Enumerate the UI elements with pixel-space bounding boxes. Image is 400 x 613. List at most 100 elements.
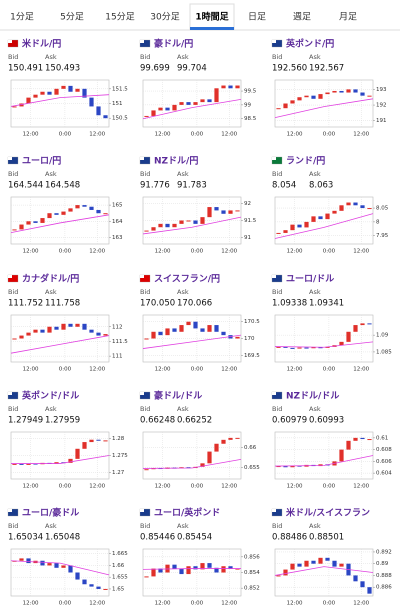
flag-stripe xyxy=(272,157,276,160)
candle xyxy=(318,94,323,99)
candle xyxy=(61,211,66,215)
candle xyxy=(96,209,101,214)
bid-label: Bid xyxy=(8,405,18,413)
x-tick-label: 12:00 xyxy=(23,484,39,490)
x-tick-label: 12:00 xyxy=(287,132,303,138)
x-tick-label: 12:00 xyxy=(287,367,303,373)
tab[interactable]: 5分足 xyxy=(60,12,84,23)
candle xyxy=(179,325,184,332)
candle xyxy=(47,91,52,95)
candle xyxy=(144,469,149,471)
candle xyxy=(207,563,212,568)
x-tick-label: 12:00 xyxy=(155,367,171,373)
card-title[interactable]: NZドル/ドル xyxy=(286,391,339,402)
tab[interactable]: 1時間足 xyxy=(195,11,229,23)
candle xyxy=(54,462,59,464)
candle xyxy=(158,568,163,573)
y-tick-label: 150.5 xyxy=(112,116,128,122)
card-title[interactable]: ユーロ/豪ドル xyxy=(22,507,79,519)
candle xyxy=(54,88,59,95)
ask-value: 0.85454 xyxy=(177,533,212,543)
flag-stripe xyxy=(272,509,276,512)
candle xyxy=(151,227,156,231)
moving-average xyxy=(10,560,110,576)
candle xyxy=(61,85,66,89)
card-title[interactable]: NZドル/円 xyxy=(154,156,198,167)
ask-value: 99.704 xyxy=(177,64,207,74)
card-title[interactable]: スイスフラン/円 xyxy=(154,274,220,285)
card-title[interactable]: 米ドル/円 xyxy=(21,38,61,50)
candle xyxy=(54,563,59,568)
flag-stripe xyxy=(140,40,144,43)
y-tick-label: 165 xyxy=(112,203,123,209)
bid-value: 0.66248 xyxy=(140,416,175,426)
tab[interactable]: 30分足 xyxy=(150,12,179,23)
candle xyxy=(40,560,45,566)
tab[interactable]: 1分足 xyxy=(10,12,34,23)
card-title[interactable]: 英ポンド/ドル xyxy=(21,390,79,402)
candle xyxy=(89,97,94,107)
card-title[interactable]: 英ポンド/円 xyxy=(285,38,334,50)
y-tick-label: 0.604 xyxy=(376,471,392,477)
bid-label: Bid xyxy=(8,53,18,61)
bid-value: 192.560 xyxy=(272,64,307,74)
candle xyxy=(103,213,108,215)
x-tick-label: 0:00 xyxy=(59,367,72,373)
card-title[interactable]: 豪ドル/円 xyxy=(154,38,193,50)
y-tick-label: 1.09 xyxy=(376,333,389,339)
candle xyxy=(200,328,205,332)
x-tick-label: 12:00 xyxy=(89,132,105,138)
y-tick-label: 7.95 xyxy=(376,233,389,239)
card-title[interactable]: 米ドル/スイスフラン xyxy=(285,507,370,519)
candle xyxy=(144,576,149,578)
candle xyxy=(297,97,302,101)
x-tick-label: 12:00 xyxy=(89,601,105,607)
x-tick-label: 12:00 xyxy=(353,249,369,255)
card-title[interactable]: ユーロ/英ポンド xyxy=(154,507,220,519)
x-tick-label: 0:00 xyxy=(323,484,336,490)
moving-average xyxy=(274,455,374,467)
ask-value: 164.548 xyxy=(45,181,80,191)
candle xyxy=(186,220,191,222)
flag xyxy=(271,156,283,165)
ask-label: Ask xyxy=(45,405,57,413)
candle xyxy=(103,588,108,590)
candle xyxy=(151,110,156,116)
candle xyxy=(172,328,177,332)
card-title[interactable]: ランド/円 xyxy=(286,156,325,167)
ask-label: Ask xyxy=(309,53,321,61)
card-title[interactable]: ユーロ/ドル xyxy=(286,274,334,285)
flag xyxy=(7,156,19,165)
flag-stripe xyxy=(140,275,144,278)
candle xyxy=(290,224,295,231)
candle xyxy=(221,331,226,336)
tab[interactable]: 日足 xyxy=(248,12,266,23)
bid-value: 91.776 xyxy=(140,181,170,191)
candle xyxy=(276,108,281,110)
bid-value: 0.85446 xyxy=(140,533,175,543)
tab[interactable]: 週足 xyxy=(293,12,311,23)
y-tick-label: 170.5 xyxy=(244,319,260,325)
candle xyxy=(172,104,177,111)
ask-value: 0.60993 xyxy=(309,416,344,426)
tab[interactable]: 月足 xyxy=(339,12,357,23)
candle xyxy=(158,107,163,111)
candle xyxy=(75,88,80,92)
card-title[interactable]: ユーロ/円 xyxy=(22,156,61,167)
x-tick-label: 0:00 xyxy=(191,601,204,607)
x-tick-label: 12:00 xyxy=(353,132,369,138)
y-tick-label: 0.89 xyxy=(376,561,389,567)
candle xyxy=(283,569,288,576)
candle xyxy=(325,213,330,220)
tab[interactable]: 15分足 xyxy=(105,12,134,23)
candle xyxy=(82,88,87,98)
candle xyxy=(12,463,17,465)
x-tick-label: 12:00 xyxy=(23,367,39,373)
card-title[interactable]: カナダドル/円 xyxy=(22,273,79,285)
candle xyxy=(103,115,108,119)
x-tick-label: 0:00 xyxy=(323,249,336,255)
card-title[interactable]: 豪ドル/ドル xyxy=(154,390,202,402)
candle xyxy=(360,205,365,209)
candle xyxy=(75,448,80,459)
moving-average xyxy=(11,455,110,464)
